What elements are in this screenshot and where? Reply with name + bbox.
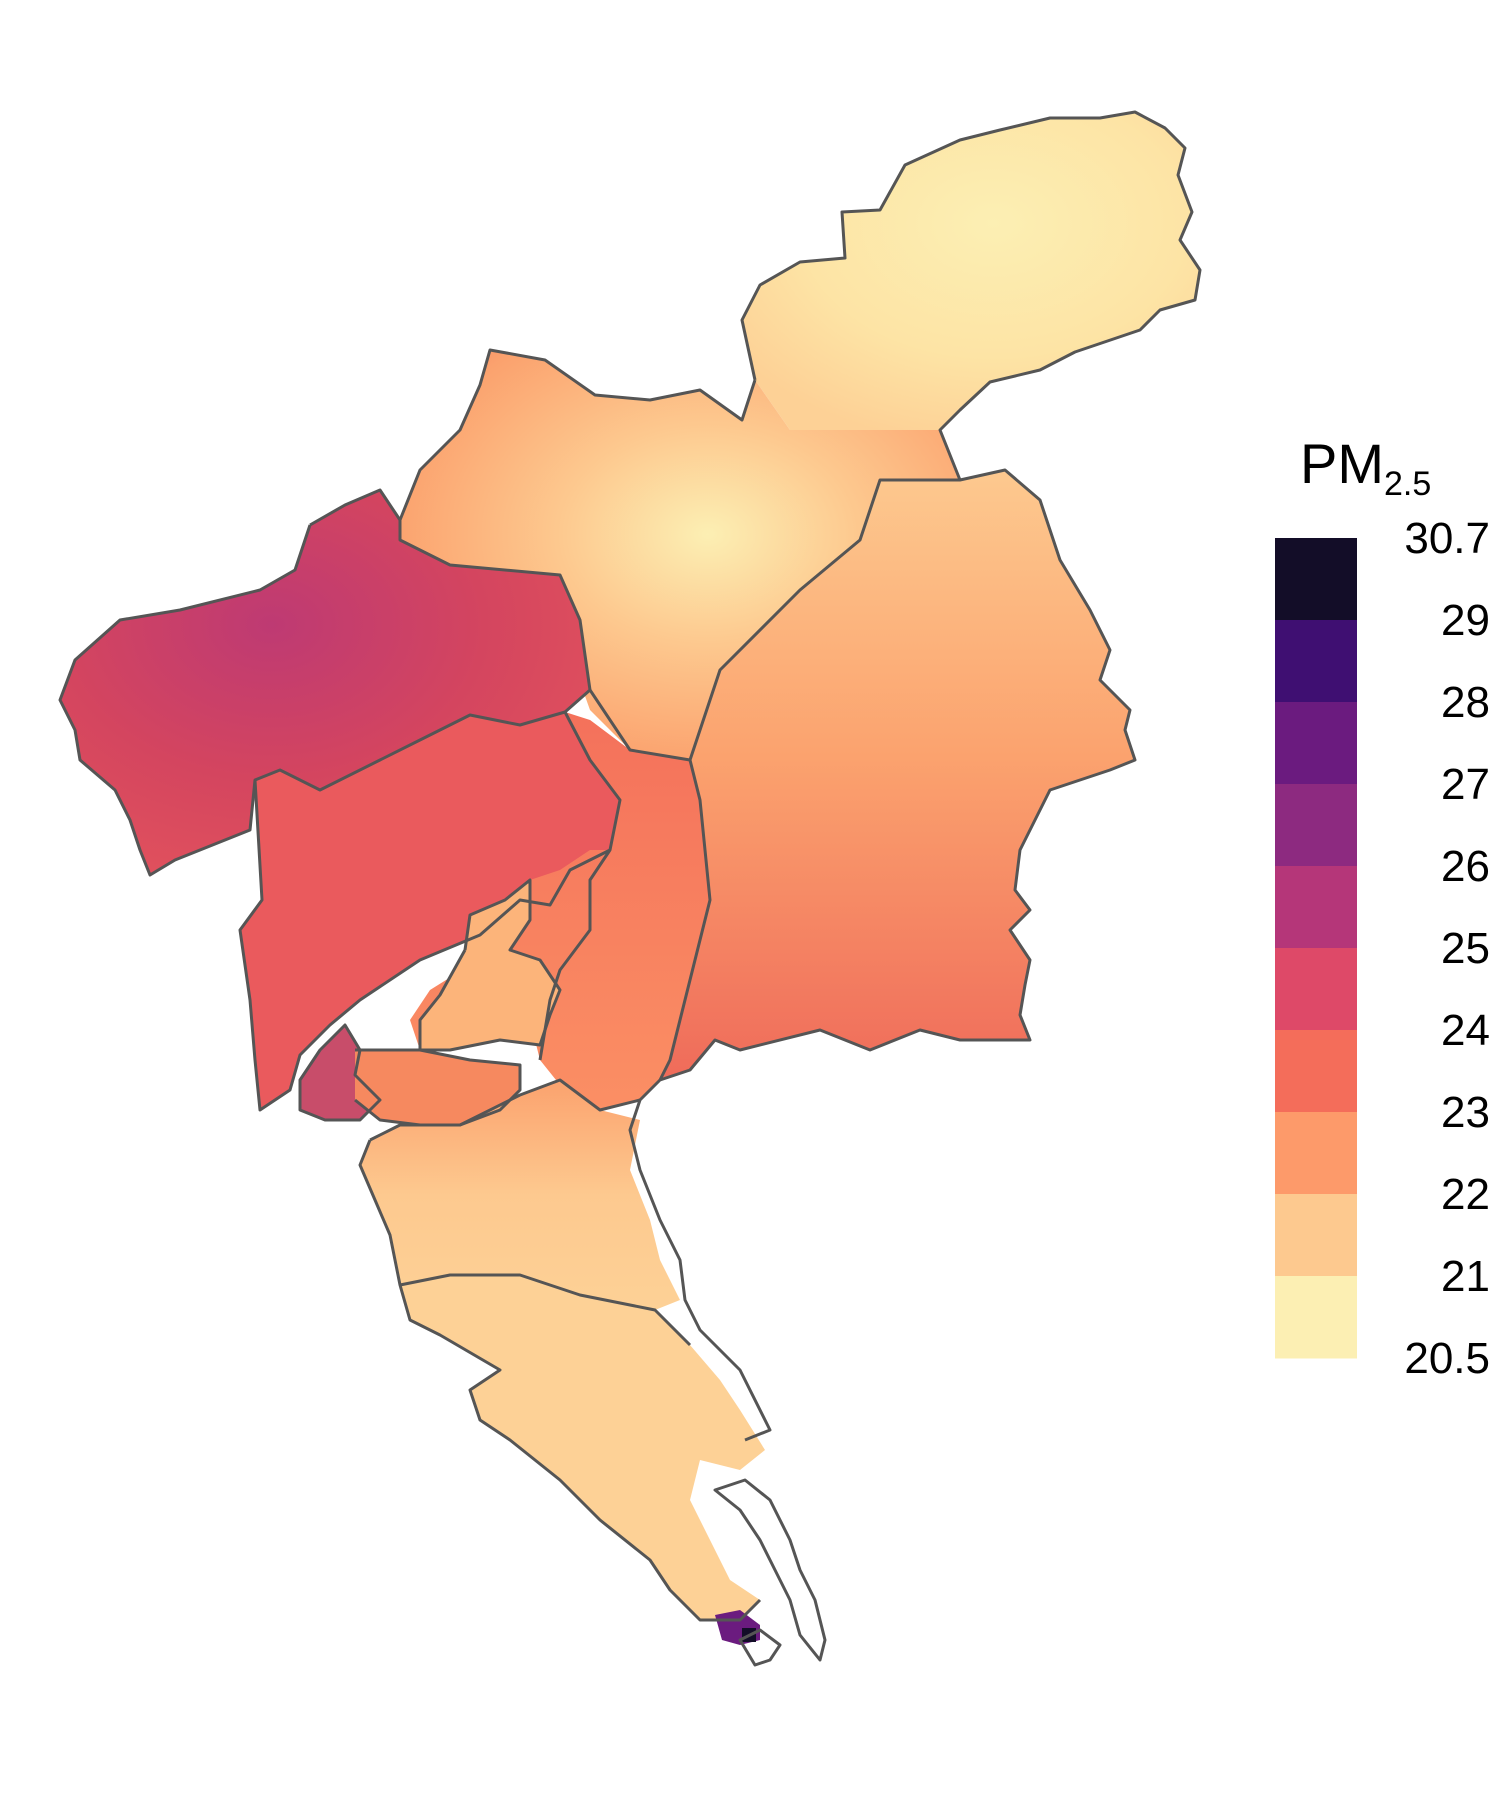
legend-tick-label: 28 (1441, 678, 1490, 727)
legend-tick-label: 27 (1441, 760, 1490, 809)
region-north (742, 112, 1200, 430)
legend-bin (1275, 948, 1357, 1031)
legend-bin (1275, 1194, 1357, 1277)
legend-bin (1275, 538, 1357, 621)
legend-tick-label: 24 (1441, 1006, 1490, 1055)
legend-tick-label: 23 (1441, 1088, 1490, 1137)
legend-tick-label: 26 (1441, 842, 1490, 891)
district-boundaries (58, 110, 1202, 1667)
region-west-central (240, 712, 620, 1110)
legend-tick-label: 22 (1441, 1170, 1490, 1219)
legend-bin (1275, 784, 1357, 867)
legend-bin (1275, 1112, 1357, 1195)
legend-tick-label: 25 (1441, 924, 1490, 973)
legend-title-subscript: 2.5 (1384, 465, 1431, 503)
region-south-band (355, 1050, 520, 1125)
region-far-south (400, 1275, 765, 1620)
region-central (400, 350, 960, 760)
region-northwest (60, 490, 590, 875)
legend-title-main: PM (1300, 432, 1384, 495)
legend-tick-label: 21 (1441, 1252, 1490, 1301)
legend-bin (1275, 1276, 1357, 1359)
legend: PM2.5 30.7 29 28 27 26 25 24 23 22 21 20.5 (1275, 432, 1490, 1383)
region-south (360, 1080, 680, 1310)
legend-color-bar (1275, 538, 1357, 1359)
legend-tick-label: 29 (1441, 596, 1490, 645)
legend-bin (1275, 1030, 1357, 1113)
legend-tick-label: 20.5 (1404, 1334, 1490, 1383)
region-center-small (420, 880, 560, 1050)
legend-tick-label: 30.7 (1404, 514, 1490, 563)
legend-bin (1275, 866, 1357, 949)
legend-bin (1275, 702, 1357, 785)
legend-tick-labels: 30.7 29 28 27 26 25 24 23 22 21 20.5 (1404, 514, 1490, 1383)
legend-bin (1275, 620, 1357, 703)
legend-title: PM2.5 (1300, 432, 1431, 503)
